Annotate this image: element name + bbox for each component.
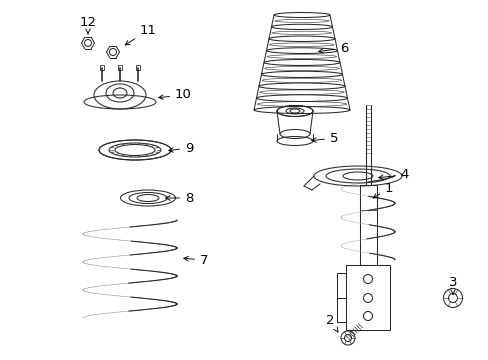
Text: 6: 6 (318, 41, 347, 54)
Text: 8: 8 (165, 192, 193, 204)
Bar (118, 65, 122, 70)
Text: 3: 3 (448, 275, 456, 294)
Text: 12: 12 (80, 15, 96, 34)
Text: 7: 7 (183, 253, 208, 266)
Bar (100, 65, 104, 70)
Bar (359, 185, 376, 265)
Circle shape (363, 293, 372, 302)
Text: 11: 11 (125, 23, 157, 45)
Text: 5: 5 (311, 131, 338, 144)
Text: 1: 1 (372, 181, 393, 198)
Text: 4: 4 (378, 168, 407, 181)
Text: 10: 10 (159, 89, 191, 102)
Ellipse shape (99, 140, 171, 160)
Text: 2: 2 (325, 314, 337, 332)
Bar (346, 265, 389, 330)
Circle shape (363, 311, 372, 320)
Text: 9: 9 (168, 141, 193, 154)
Circle shape (363, 274, 372, 284)
Bar (336, 273, 346, 322)
Bar (136, 65, 140, 70)
